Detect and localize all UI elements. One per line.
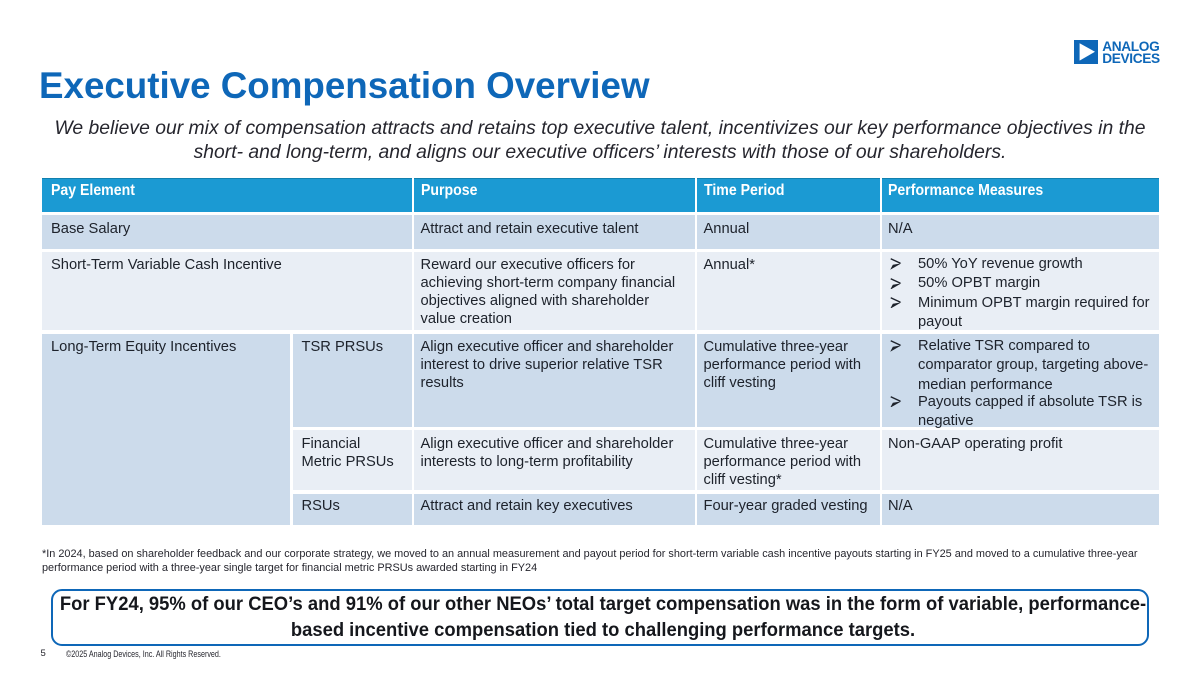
svg-text:ANALOG: ANALOG (1102, 40, 1159, 54)
svg-text:DEVICES: DEVICES (1102, 51, 1160, 65)
